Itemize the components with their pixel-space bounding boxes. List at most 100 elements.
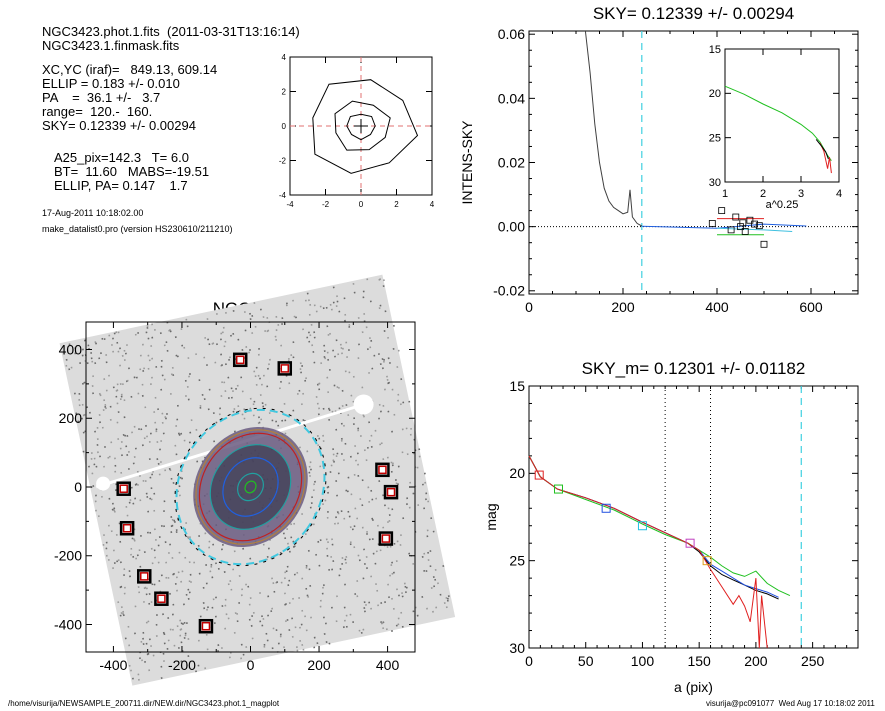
- noise-pixel: [341, 557, 344, 559]
- noise-pixel: [131, 677, 134, 680]
- noise-pixel: [335, 480, 338, 482]
- noise-pixel: [310, 502, 313, 505]
- noise-pixel: [180, 580, 183, 583]
- noise-pixel: [399, 403, 402, 406]
- noise-pixel: [217, 644, 220, 647]
- noise-pixel: [151, 583, 154, 586]
- noise-pixel: [262, 374, 265, 377]
- noise-pixel: [301, 609, 304, 612]
- noise-pixel: [113, 510, 116, 513]
- noise-pixel: [318, 437, 321, 440]
- noise-pixel: [326, 351, 329, 354]
- noise-pixel: [400, 611, 403, 614]
- sky-box-marker: [737, 223, 744, 231]
- noise-pixel: [315, 396, 318, 398]
- noise-pixel: [309, 334, 312, 337]
- x-tick-label: 0: [359, 200, 364, 209]
- noise-pixel: [284, 537, 287, 540]
- noise-pixel: [232, 410, 235, 413]
- noise-pixel: [120, 395, 123, 398]
- noise-pixel: [352, 282, 355, 285]
- noise-pixel: [172, 603, 175, 606]
- noise-pixel: [185, 395, 187, 397]
- noise-pixel: [343, 424, 345, 427]
- noise-pixel: [87, 344, 90, 347]
- info-line: NGC3423.1.finmask.fits: [42, 38, 180, 53]
- noise-pixel: [214, 361, 217, 364]
- noise-pixel: [327, 333, 330, 336]
- noise-pixel: [400, 378, 403, 381]
- noise-pixel: [197, 544, 200, 547]
- x-tick-label: 2: [394, 200, 399, 209]
- noise-pixel: [214, 615, 217, 618]
- noise-pixel: [401, 595, 404, 598]
- noise-pixel: [164, 469, 167, 472]
- y-tick-label: 0: [282, 122, 287, 131]
- noise-pixel: [277, 324, 280, 326]
- noise-pixel: [349, 613, 352, 616]
- noise-pixel: [340, 452, 343, 455]
- noise-pixel: [417, 504, 420, 507]
- noise-pixel: [172, 482, 175, 484]
- noise-pixel: [307, 299, 310, 302]
- noise-pixel: [402, 517, 405, 520]
- noise-pixel: [112, 549, 115, 552]
- noise-pixel: [138, 591, 141, 594]
- noise-pixel: [147, 337, 150, 340]
- noise-pixel: [170, 531, 173, 534]
- noise-pixel: [123, 568, 126, 571]
- noise-pixel: [248, 618, 251, 621]
- noise-pixel: [330, 555, 333, 558]
- noise-pixel: [141, 659, 143, 662]
- noise-pixel: [105, 407, 107, 410]
- noise-pixel: [117, 559, 120, 562]
- noise-pixel: [409, 433, 412, 436]
- noise-pixel: [92, 485, 95, 487]
- y-tick-label: 20: [509, 465, 525, 481]
- noise-pixel: [335, 428, 338, 431]
- noise-pixel: [82, 431, 85, 434]
- noise-pixel: [353, 546, 356, 549]
- noise-pixel: [285, 603, 287, 606]
- noise-pixel: [124, 637, 127, 640]
- noise-pixel: [267, 547, 270, 550]
- noise-pixel: [445, 597, 448, 599]
- noise-pixel: [153, 509, 156, 512]
- noise-pixel: [355, 459, 357, 462]
- noise-pixel: [389, 545, 392, 548]
- noise-pixel: [313, 361, 316, 364]
- noise-pixel: [368, 439, 371, 442]
- noise-pixel: [90, 452, 93, 454]
- noise-pixel: [227, 397, 230, 399]
- noise-pixel: [103, 399, 106, 402]
- noise-pixel: [322, 584, 325, 587]
- noise-pixel: [376, 589, 379, 592]
- noise-pixel: [212, 598, 215, 601]
- noise-pixel: [395, 624, 398, 627]
- noise-pixel: [184, 379, 187, 382]
- noise-pixel: [267, 614, 270, 617]
- noise-pixel: [220, 353, 223, 356]
- noise-pixel: [328, 418, 331, 421]
- noise-pixel: [188, 441, 191, 444]
- noise-pixel: [249, 397, 252, 400]
- noise-pixel: [312, 351, 315, 353]
- star-box-marker: [277, 361, 293, 376]
- noise-pixel: [337, 472, 340, 475]
- noise-pixel: [326, 554, 329, 557]
- noise-pixel: [163, 633, 166, 636]
- noise-pixel: [123, 574, 125, 577]
- noise-pixel: [308, 471, 311, 474]
- noise-pixel: [223, 571, 226, 573]
- noise-pixel: [314, 480, 316, 483]
- noise-pixel: [423, 507, 426, 510]
- noise-pixel: [360, 631, 363, 634]
- noise-pixel: [382, 458, 385, 461]
- noise-pixel: [426, 607, 428, 610]
- noise-pixel: [322, 407, 325, 410]
- noise-pixel: [183, 439, 186, 442]
- noise-pixel: [409, 481, 412, 484]
- noise-pixel: [394, 479, 397, 481]
- noise-pixel: [176, 625, 179, 628]
- noise-pixel: [344, 558, 347, 561]
